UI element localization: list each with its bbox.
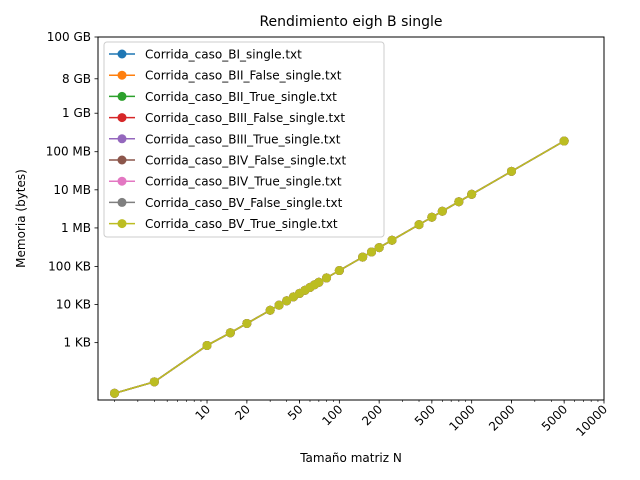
legend-marker — [117, 70, 127, 80]
data-point — [358, 252, 368, 262]
legend-box — [103, 41, 385, 238]
data-point — [265, 305, 275, 315]
y-tick-label: 100 KB — [48, 259, 91, 273]
legend-marker — [117, 219, 127, 229]
legend-label: Corrida_caso_BIII_True_single.txt — [145, 132, 341, 146]
y-tick-label: 1 GB — [62, 106, 91, 120]
y-tick-label: 8 GB — [62, 72, 91, 86]
legend-marker — [117, 197, 127, 207]
x-tick-label: 1000 — [446, 402, 477, 433]
data-point — [334, 266, 344, 276]
x-tick-label: 50 — [285, 402, 306, 423]
data-point — [322, 273, 332, 283]
legend-marker — [117, 176, 127, 186]
data-point — [149, 377, 159, 387]
data-point — [374, 243, 384, 253]
x-tick-label: 2000 — [486, 402, 517, 433]
data-point — [242, 318, 252, 328]
x-tick-label: 200 — [359, 402, 385, 428]
data-point — [282, 296, 292, 306]
legend-label: Corrida_caso_BIV_False_single.txt — [145, 154, 346, 168]
data-point — [559, 136, 569, 146]
data-point — [414, 220, 424, 230]
legend-marker — [117, 91, 127, 101]
x-tick-label: 10000 — [573, 402, 610, 439]
legend-label: Corrida_caso_BI_single.txt — [145, 48, 302, 62]
legend-item: Corrida_caso_BI_single.txt — [109, 48, 302, 62]
data-point — [437, 206, 447, 216]
x-tick-label: 100 — [319, 402, 345, 428]
legend-item: Corrida_caso_BV_True_single.txt — [109, 217, 338, 231]
y-axis-label: Memoria (bytes) — [14, 169, 28, 268]
legend-marker — [117, 113, 127, 123]
plot-frame — [97, 36, 605, 401]
x-tick-label: 10 — [192, 402, 213, 423]
legend-label: Corrida_caso_BV_True_single.txt — [145, 217, 338, 231]
legend-label: Corrida_caso_BII_False_single.txt — [145, 69, 342, 83]
data-point — [427, 212, 437, 222]
data-point — [467, 189, 477, 199]
y-tick-label: 10 MB — [53, 183, 91, 197]
chart-title: Rendimiento eigh B single — [259, 14, 442, 30]
legend-item: Corrida_caso_BIII_True_single.txt — [109, 132, 341, 146]
legend-marker — [117, 49, 127, 59]
legend-item: Corrida_caso_BIV_False_single.txt — [109, 154, 346, 168]
legend-marker — [117, 134, 127, 144]
legend-label: Corrida_caso_BIII_False_single.txt — [145, 111, 345, 125]
x-tick-label: 5000 — [539, 402, 570, 433]
x-tick-label: 20 — [232, 402, 253, 423]
data-point — [225, 328, 235, 338]
x-axis: 10 20 50 100 200 500 1000 2000 5000 10000 — [114, 400, 610, 439]
legend: Corrida_caso_BI_single.txt Corrida_caso_B… — [103, 41, 385, 238]
series-9 — [110, 136, 569, 398]
y-tick-label: 100 MB — [46, 145, 91, 159]
data-point — [274, 300, 284, 310]
data-point — [110, 388, 120, 398]
data-point — [387, 235, 397, 245]
data-point — [202, 340, 212, 350]
y-axis: 1 KB 10 KB 100 KB 1 MB 10 MB 100 MB 1 GB 8 GB 10… — [46, 30, 98, 350]
legend-item: Corrida_caso_BIII_False_single.txt — [109, 111, 345, 125]
legend-marker — [117, 155, 127, 165]
data-point — [454, 197, 464, 207]
legend-label: Corrida_caso_BIV_True_single.txt — [145, 175, 342, 189]
y-tick-label: 1 KB — [63, 336, 91, 350]
legend-label: Corrida_caso_BV_False_single.txt — [145, 196, 343, 210]
data-point — [367, 247, 377, 257]
legend-label: Corrida_caso_BII_True_single.txt — [145, 90, 337, 104]
y-tick-label: 100 GB — [47, 30, 91, 44]
data-point — [507, 166, 517, 176]
plot-lines — [110, 136, 569, 398]
y-tick-label: 10 KB — [56, 298, 91, 312]
legend-item: Corrida_caso_BII_False_single.txt — [109, 69, 342, 83]
legend-item: Corrida_caso_BII_True_single.txt — [109, 90, 337, 104]
legend-item: Corrida_caso_BIV_True_single.txt — [109, 175, 342, 189]
x-axis-label: Tamaño matriz N — [299, 451, 402, 465]
y-tick-label: 1 MB — [61, 221, 91, 235]
data-point — [314, 277, 324, 287]
legend-item: Corrida_caso_BV_False_single.txt — [109, 196, 343, 210]
x-tick-label: 500 — [412, 402, 438, 428]
